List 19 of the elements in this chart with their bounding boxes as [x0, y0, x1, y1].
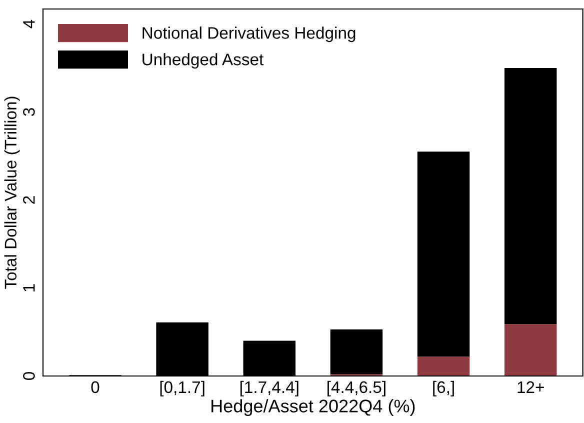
legend-label: Unhedged Asset — [142, 53, 264, 69]
y-tick-label: 2 — [23, 196, 35, 204]
y-tick-label: 1 — [23, 284, 35, 292]
bar — [417, 152, 470, 357]
legend-label: Notional Derivatives Hedging — [142, 26, 356, 42]
x-tick-label: [6,] — [433, 380, 454, 396]
bar — [504, 324, 557, 376]
y-tick-label: 3 — [23, 108, 35, 116]
x-axis-title: Hedge/Asset 2022Q4 (%) — [212, 399, 415, 416]
bar — [417, 356, 470, 376]
y-tick-label: 4 — [23, 20, 35, 28]
x-tick-label: 12+ — [518, 381, 544, 393]
bar — [504, 68, 557, 324]
x-tick-label: 0 — [91, 381, 100, 394]
x-tick-label: [0,1.7] — [160, 380, 204, 396]
x-tick-label: [4.4,6.5] — [328, 380, 386, 396]
y-axis-title: Total Dollar Value (Trillion) — [4, 96, 20, 289]
x-tick-label: [1.7,4.4] — [240, 380, 298, 396]
y-tick-label: 0 — [23, 372, 35, 380]
